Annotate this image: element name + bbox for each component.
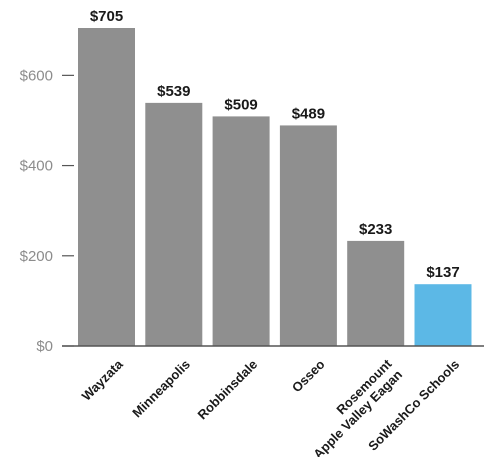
category-label: Minneapolis: [129, 357, 193, 421]
category-label-line: Minneapolis: [129, 357, 193, 421]
bar-value-label: $489: [292, 105, 325, 122]
bar: [414, 284, 472, 346]
bars: [78, 28, 472, 347]
value-labels: $705 $539 $509 $489 $233 $137: [90, 8, 460, 281]
category-label-line: Osseo: [289, 357, 328, 396]
bar: [78, 28, 135, 346]
category-label: Wayzata: [79, 356, 127, 404]
bar: [212, 116, 270, 346]
bar-value-label: $539: [157, 83, 190, 100]
category-labels: Wayzata Minneapolis Robbinsdale Osseo Rosemo…: [79, 356, 463, 457]
bar-value-label: $509: [224, 96, 257, 113]
bar: [145, 102, 203, 347]
category-label-line: Robbinsdale: [195, 357, 261, 423]
category-label-line: Apple Valley Eagan: [310, 367, 405, 457]
y-axis: $0 $200 $400 $600: [20, 67, 74, 355]
bar-value-label: $705: [90, 8, 123, 25]
category-label: Robbinsdale: [195, 357, 261, 423]
y-tick-label: $400: [20, 158, 53, 175]
y-tick-label: $200: [20, 248, 53, 265]
bar-value-label: $233: [359, 221, 392, 238]
bar: [347, 240, 405, 346]
y-tick-label: $0: [36, 338, 53, 355]
category-label: Osseo: [289, 357, 328, 396]
category-label-line: Wayzata: [79, 356, 127, 404]
bar: [279, 125, 337, 347]
bar-value-label: $137: [426, 264, 459, 281]
y-tick-label: $600: [20, 67, 53, 84]
